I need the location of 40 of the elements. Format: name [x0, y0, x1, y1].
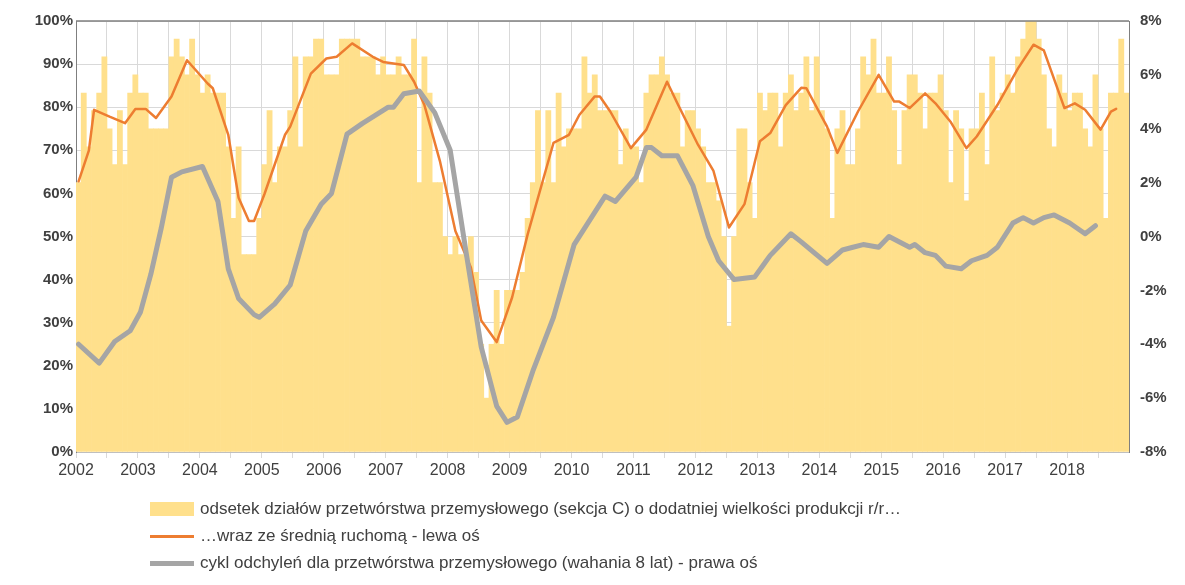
- y-tick-label: 10%: [42, 399, 73, 417]
- legend-label: odsetek działów przetwórstwa przemysłowego (sekcja C) o dodatniej wielkości produkcji r/r…: [200, 498, 902, 520]
- y-tick-label: 90%: [42, 54, 73, 72]
- y-tick-label: 50%: [42, 226, 73, 244]
- x-tick-label: 2016: [925, 461, 962, 479]
- y-tick-label: 80%: [42, 97, 73, 115]
- legend-label: …wraz ze średnią ruchomą - lewa oś: [200, 525, 480, 547]
- x-tick-label: 2008: [429, 461, 466, 479]
- y-tick-label: 40%: [42, 269, 73, 287]
- y-tick-label: 0%: [51, 442, 73, 460]
- x-tick-label: 2007: [367, 461, 404, 479]
- y2-tick-label: -4%: [1140, 334, 1167, 352]
- y2-tick-label: -6%: [1140, 388, 1167, 406]
- x-tick-label: 2005: [244, 461, 280, 479]
- y2-tick-label: 4%: [1140, 118, 1162, 136]
- y2-tick-label: -8%: [1140, 442, 1167, 460]
- y2-tick-label: 6%: [1140, 65, 1162, 83]
- x-tick-label: 2010: [553, 461, 590, 479]
- y-tick-label: 70%: [42, 140, 73, 158]
- y-tick-label: 100%: [34, 11, 73, 29]
- x-tick-label: 2002: [58, 461, 94, 479]
- x-tick-label: 2006: [305, 461, 342, 479]
- y-tick-label: 20%: [42, 355, 73, 373]
- x-tick-label: 2003: [120, 461, 156, 479]
- y2-tick-label: -2%: [1140, 280, 1167, 298]
- x-tick-label: 2017: [987, 461, 1024, 479]
- x-tick-label: 2013: [739, 461, 776, 479]
- x-tick-label: 2018: [1049, 461, 1085, 479]
- x-tick-label: 2009: [491, 461, 528, 479]
- x-tick-label: 2011: [616, 461, 651, 479]
- y2-tick-label: 2%: [1140, 172, 1162, 190]
- y2-tick-label: 0%: [1140, 226, 1162, 244]
- x-tick-label: 2014: [801, 461, 838, 479]
- legend-label: cykl odchyleń dla przetwórstwa przemysłowego (wahania 8 lat) - prawa oś: [200, 552, 758, 574]
- y-tick-label: 60%: [42, 183, 73, 201]
- x-tick-label: 2004: [182, 461, 218, 479]
- x-tick-label: 2015: [863, 461, 900, 479]
- y2-tick-label: 8%: [1140, 11, 1162, 29]
- y-tick-label: 30%: [42, 312, 73, 330]
- x-tick-label: 2012: [677, 461, 714, 479]
